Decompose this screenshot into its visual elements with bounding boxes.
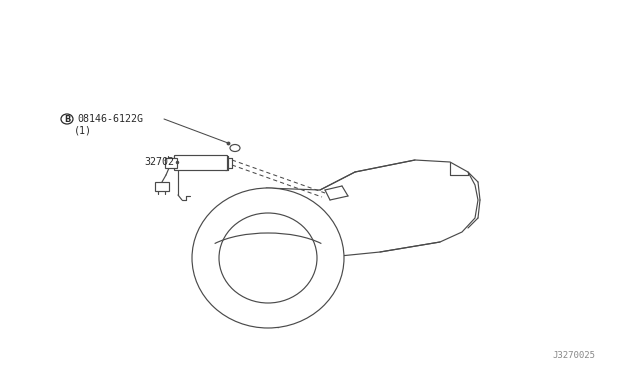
Ellipse shape <box>192 188 344 328</box>
Text: 32702: 32702 <box>144 157 174 167</box>
Polygon shape <box>266 160 478 328</box>
Text: B: B <box>64 115 70 124</box>
Ellipse shape <box>230 144 240 151</box>
Ellipse shape <box>61 114 73 124</box>
Bar <box>155 182 169 191</box>
Text: (1): (1) <box>74 125 92 135</box>
FancyBboxPatch shape <box>175 155 227 170</box>
Text: J3270025: J3270025 <box>552 350 595 359</box>
Ellipse shape <box>219 213 317 303</box>
Bar <box>165 158 177 168</box>
Text: 08146-6122G: 08146-6122G <box>77 114 143 124</box>
